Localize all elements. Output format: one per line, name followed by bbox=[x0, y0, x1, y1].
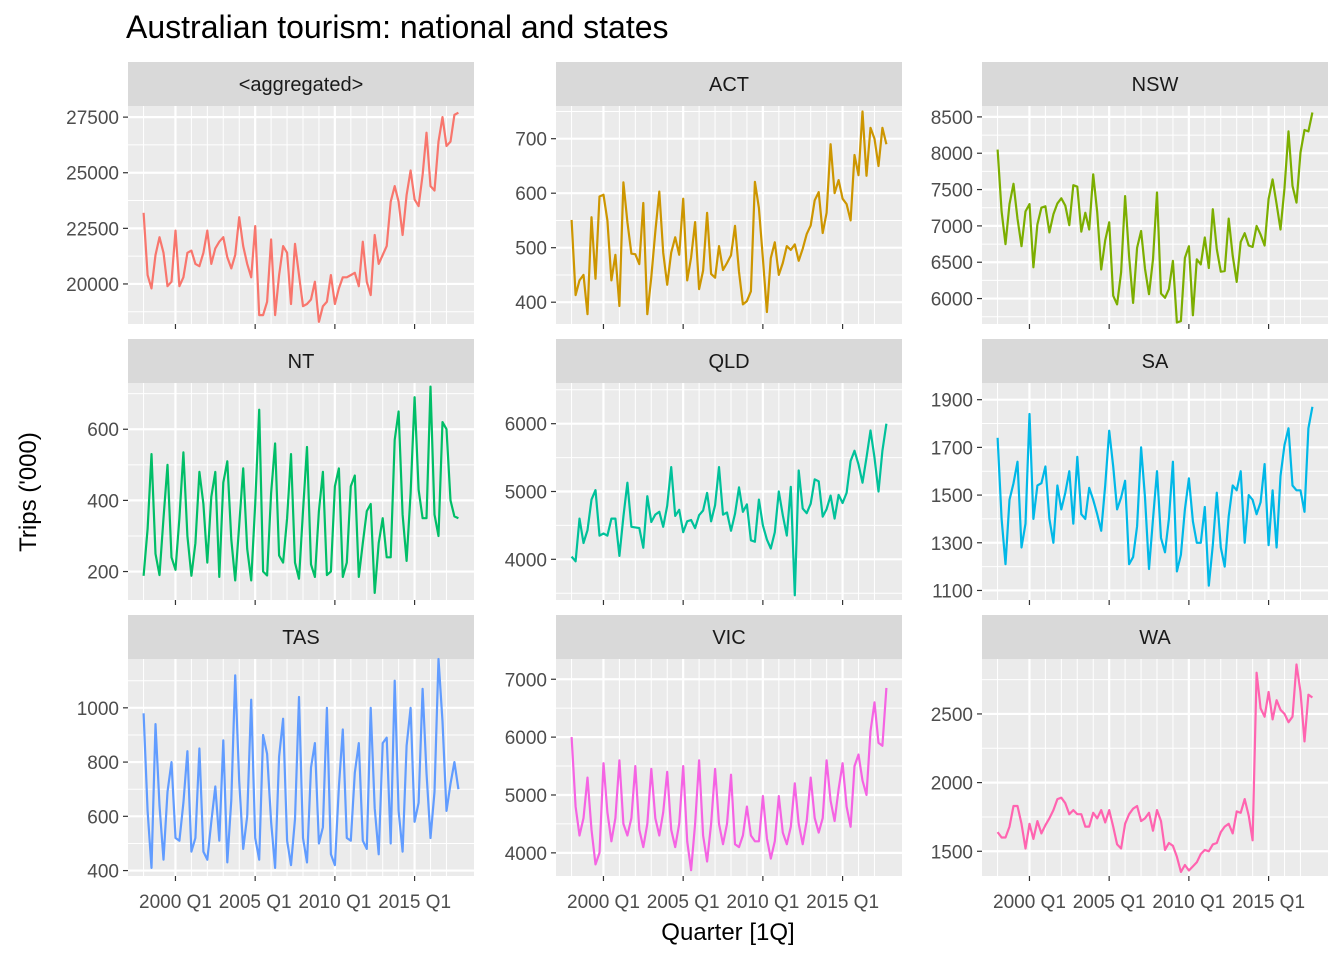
y-tick-label: 4000 bbox=[505, 844, 547, 865]
panel-vic: VIC 4000 5000 6000 7000 2000 Q1 2005 Q1 2010 Q1… bbox=[505, 615, 902, 913]
y-tick-label: 25000 bbox=[66, 164, 119, 185]
x-tick-label: 2010 Q1 bbox=[1152, 892, 1225, 913]
panel-aggregated: <aggregated> 20000 22500 25000 27500 bbox=[66, 62, 474, 329]
strip-background bbox=[982, 615, 1328, 659]
x-tick-label: 2000 Q1 bbox=[567, 892, 640, 913]
y-tick-label: 22500 bbox=[66, 219, 119, 240]
y-tick-label: 1100 bbox=[932, 581, 973, 602]
x-tick-label: 2000 Q1 bbox=[139, 892, 212, 913]
y-tick-label: 500 bbox=[515, 239, 547, 260]
strip-background bbox=[556, 339, 902, 383]
series-line-nsw bbox=[996, 112, 1314, 324]
y-tick-label: 7000 bbox=[931, 217, 973, 238]
y-axis-title: Trips ('000) bbox=[15, 432, 42, 552]
y-tick-label: 6500 bbox=[931, 253, 973, 274]
strip-background bbox=[982, 339, 1328, 383]
series-line-nt bbox=[142, 385, 459, 595]
y-tick-label: 8000 bbox=[931, 144, 973, 165]
x-tick-label: 2010 Q1 bbox=[298, 892, 371, 913]
y-tick-label: 5000 bbox=[505, 483, 547, 504]
strip-label: NT bbox=[288, 351, 315, 373]
y-tick-label: 600 bbox=[87, 420, 119, 441]
panel-background bbox=[128, 383, 474, 600]
panel-qld: QLD 4000 5000 6000 bbox=[505, 339, 902, 605]
panel-nsw: NSW 6000 6500 7000 7500 8000 8500 bbox=[931, 62, 1328, 329]
y-tick-label: 7500 bbox=[931, 181, 973, 202]
panel-act: ACT 400 500 600 700 bbox=[515, 62, 902, 329]
series-line-vic bbox=[570, 687, 888, 872]
x-tick-label: 2015 Q1 bbox=[806, 892, 879, 913]
y-tick-label: 200 bbox=[87, 563, 119, 584]
strip-label: ACT bbox=[709, 74, 749, 96]
x-tick-label: 2005 Q1 bbox=[1073, 892, 1146, 913]
y-tick-label: 400 bbox=[87, 491, 119, 512]
y-tick-label: 400 bbox=[515, 293, 547, 314]
x-tick-label: 2005 Q1 bbox=[219, 892, 292, 913]
strip-background bbox=[128, 339, 474, 383]
series-line-wa bbox=[996, 663, 1314, 874]
y-tick-label: 1500 bbox=[931, 842, 973, 863]
strip-label: SA bbox=[1142, 351, 1169, 373]
y-tick-label: 1900 bbox=[931, 391, 973, 412]
x-tick-label: 2010 Q1 bbox=[726, 892, 799, 913]
panel-wa: WA 1500 2000 2500 2000 Q1 2005 Q1 2010 Q1 2015 … bbox=[931, 615, 1328, 913]
y-tick-label: 2500 bbox=[931, 705, 973, 726]
panel-tas: TAS 400 600 800 1000 2000 Q1 2005 Q1 2010 Q1 201… bbox=[77, 615, 474, 913]
y-tick-label: 7000 bbox=[505, 670, 547, 691]
x-tick-label: 2015 Q1 bbox=[1232, 892, 1305, 913]
panel-background bbox=[556, 659, 902, 876]
strip-label: WA bbox=[1139, 627, 1171, 649]
series-line-aggregated bbox=[142, 111, 459, 323]
x-tick-label: 2000 Q1 bbox=[993, 892, 1066, 913]
strip-label: QLD bbox=[708, 351, 749, 373]
strip-background bbox=[556, 62, 902, 106]
chart-title: Australian tourism: national and states bbox=[126, 9, 669, 45]
x-tick-label: 2005 Q1 bbox=[647, 892, 720, 913]
series-line-qld bbox=[570, 423, 888, 597]
series-line-sa bbox=[996, 406, 1314, 587]
strip-background bbox=[556, 615, 902, 659]
y-tick-label: 700 bbox=[515, 130, 547, 151]
y-tick-label: 800 bbox=[87, 753, 119, 774]
y-tick-label: 1300 bbox=[931, 534, 973, 555]
y-tick-label: 27500 bbox=[66, 108, 119, 129]
y-tick-label: 1500 bbox=[931, 486, 973, 507]
strip-label: <aggregated> bbox=[239, 74, 364, 96]
y-tick-label: 600 bbox=[515, 184, 547, 205]
strip-label: NSW bbox=[1132, 74, 1179, 96]
strip-label: VIC bbox=[712, 627, 745, 649]
y-tick-label: 6000 bbox=[931, 290, 973, 311]
x-axis-title: Quarter [1Q] bbox=[661, 919, 794, 946]
y-tick-label: 1000 bbox=[77, 699, 119, 720]
y-tick-label: 1700 bbox=[931, 438, 973, 459]
y-tick-label: 2000 bbox=[931, 774, 973, 795]
facet-panels: <aggregated> 20000 22500 25000 27500 ACT 400 50… bbox=[66, 62, 1328, 913]
strip-label: TAS bbox=[282, 627, 319, 649]
x-tick-label: 2015 Q1 bbox=[378, 892, 451, 913]
y-tick-label: 6000 bbox=[505, 728, 547, 749]
series-line-tas bbox=[142, 657, 460, 870]
strip-background bbox=[982, 62, 1328, 106]
panel-nt: NT 200 400 600 bbox=[87, 339, 474, 605]
panel-sa: SA 1100 1300 1500 1700 1900 bbox=[931, 339, 1328, 605]
y-tick-label: 20000 bbox=[66, 275, 119, 296]
y-tick-label: 6000 bbox=[505, 415, 547, 436]
strip-background bbox=[128, 615, 474, 659]
y-tick-label: 600 bbox=[87, 807, 119, 828]
series-line-act bbox=[570, 110, 888, 316]
y-tick-label: 5000 bbox=[505, 786, 547, 807]
y-tick-label: 4000 bbox=[505, 550, 547, 571]
panel-background bbox=[982, 659, 1328, 876]
y-tick-label: 8500 bbox=[931, 108, 973, 129]
y-tick-label: 400 bbox=[87, 862, 119, 883]
strip-background bbox=[128, 62, 474, 106]
panel-background bbox=[556, 106, 902, 324]
